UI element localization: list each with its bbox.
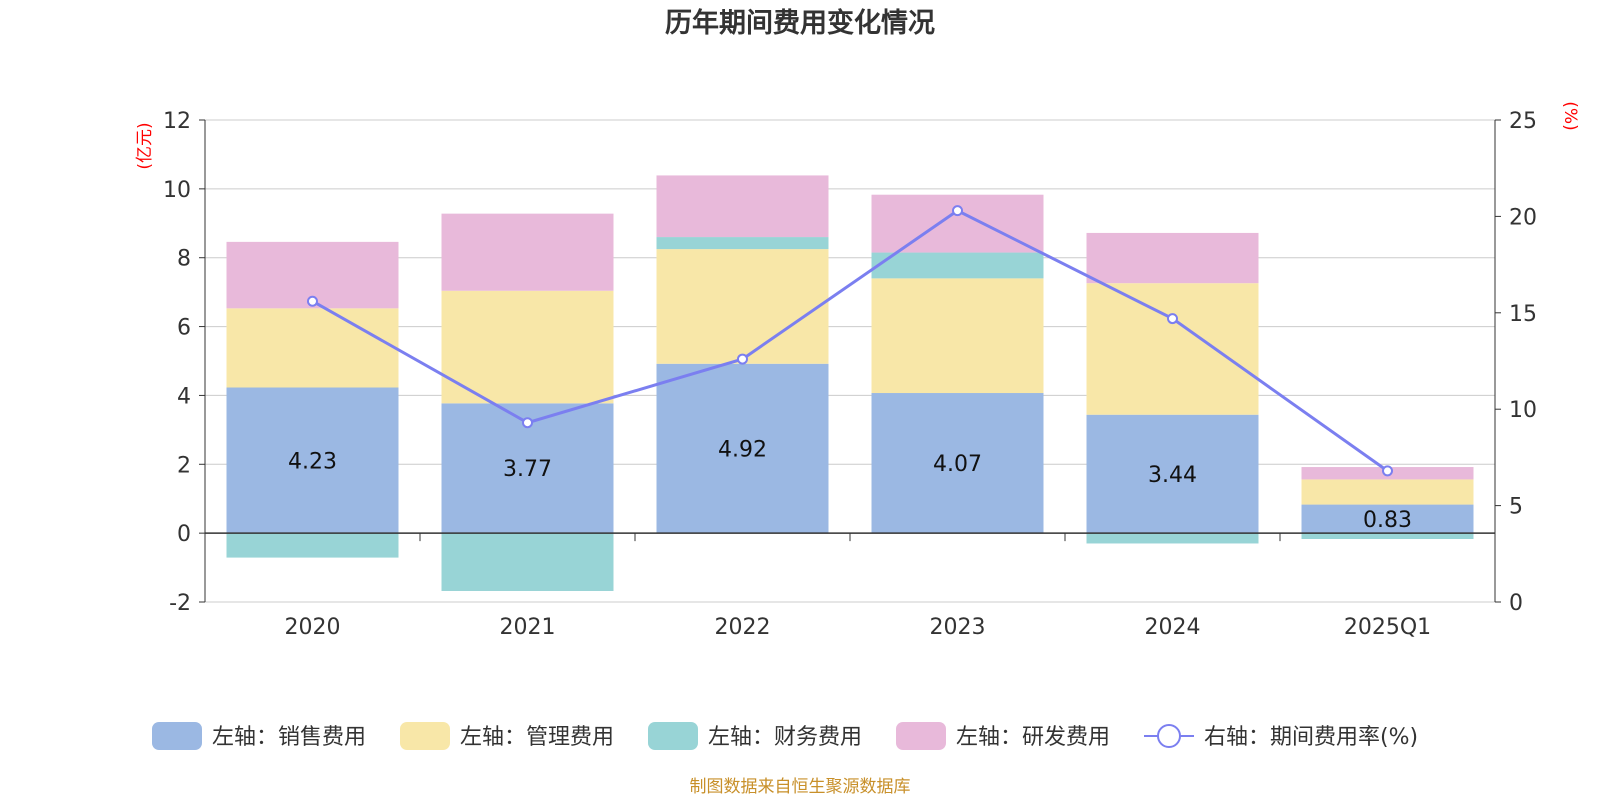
chart-title: 历年期间费用变化情况	[665, 7, 935, 39]
rate-polyline	[311, 208, 1389, 473]
left-tick-label-5: 8	[177, 247, 191, 272]
bar-s3-2024	[1086, 232, 1259, 284]
data-label-2021: 3.77	[503, 457, 552, 482]
legend-label-3: 左轴：研发费用	[956, 725, 1110, 750]
bar-s2-2025Q1	[1301, 533, 1474, 539]
rate-point-2020	[307, 295, 318, 307]
category-label-2021: 2021	[500, 615, 556, 640]
rate-point-2024	[1167, 313, 1178, 325]
bar-s2-2024	[1086, 533, 1259, 544]
bar-s1-2022	[656, 249, 829, 364]
legend-swatch-1	[400, 722, 450, 750]
category-label-2023: 2023	[930, 615, 986, 640]
left-tick-label-0: -2	[169, 591, 191, 616]
legend: 左轴：销售费用 左轴：管理费用 左轴：财务费用 左轴：研发费用 右轴：期间费用率(%)	[152, 722, 1418, 750]
bar-s0-2022	[656, 363, 829, 534]
legend-swatch-3	[896, 722, 946, 750]
left-axis-unit: (亿元)	[135, 122, 155, 169]
bar-s1-2024	[1086, 283, 1259, 415]
grid-lines	[205, 119, 1495, 603]
bar-s1-2023	[871, 278, 1044, 394]
left-tick-label-7: 12	[163, 109, 191, 134]
category-label-2025Q1: 2025Q1	[1344, 615, 1431, 640]
bar-s2-2023	[871, 252, 1044, 279]
legend-swatch-2	[648, 722, 698, 750]
bar-s0-2023	[871, 393, 1044, 534]
bar-s0-2025Q1	[1301, 504, 1474, 534]
bars	[226, 175, 1474, 591]
rate-line	[307, 205, 1393, 477]
legend-swatch-0	[152, 722, 202, 750]
left-tick-label-6: 10	[163, 178, 191, 203]
source-note: 制图数据来自恒生聚源数据库	[690, 777, 911, 797]
bar-s3-2022	[656, 175, 829, 238]
rate-point-2021	[522, 417, 533, 429]
right-tick-label-3: 15	[1509, 302, 1537, 327]
left-tick-label-1: 0	[177, 522, 191, 547]
right-tick-label-5: 25	[1509, 109, 1537, 134]
legend-label-2: 左轴：财务费用	[708, 725, 862, 750]
category-label-2024: 2024	[1145, 615, 1201, 640]
axes: -2 0 2 4 6 8 10 12 0 5 10 15 20 25 2020 2021 2022 2023 202…	[163, 109, 1537, 640]
bar-s0-2020	[226, 387, 399, 534]
legend-label-0: 左轴：销售费用	[212, 725, 366, 750]
left-tick-label-3: 4	[177, 384, 191, 409]
data-label-2024: 3.44	[1148, 463, 1197, 488]
data-label-2022: 4.92	[718, 437, 767, 462]
category-label-2022: 2022	[715, 615, 771, 640]
data-label-2025Q1: 0.83	[1363, 508, 1412, 533]
right-tick-label-0: 0	[1509, 591, 1523, 616]
right-tick-label-2: 10	[1509, 398, 1537, 423]
bar-s2-2020	[226, 533, 399, 558]
legend-label-4: 右轴：期间费用率(%)	[1204, 725, 1418, 750]
left-tick-label-4: 6	[177, 316, 191, 341]
category-label-2020: 2020	[285, 615, 341, 640]
rate-point-2025Q1	[1382, 465, 1393, 477]
rate-point-2022	[737, 353, 748, 365]
right-tick-label-4: 20	[1509, 205, 1537, 230]
data-label-2020: 4.23	[288, 449, 337, 474]
legend-circle-swatch	[1157, 724, 1181, 748]
bar-s2-2021	[441, 533, 614, 591]
left-tick-label-2: 2	[177, 453, 191, 478]
right-axis-unit: (%)	[1560, 101, 1580, 130]
bar-s3-2021	[441, 213, 614, 291]
bar-s3-2023	[871, 194, 1044, 253]
rate-point-2023	[952, 205, 963, 217]
data-label-2023: 4.07	[933, 452, 982, 477]
bar-s1-2025Q1	[1301, 479, 1474, 505]
bar-s0-2024	[1086, 414, 1259, 534]
right-tick-label-1: 5	[1509, 495, 1523, 520]
bar-s1-2021	[441, 290, 614, 404]
bar-s1-2020	[226, 308, 399, 388]
legend-label-1: 左轴：管理费用	[460, 725, 614, 750]
data-labels: 4.23 3.77 4.92 4.07 3.44 0.83	[288, 437, 1412, 532]
bar-s2-2022	[656, 237, 829, 250]
